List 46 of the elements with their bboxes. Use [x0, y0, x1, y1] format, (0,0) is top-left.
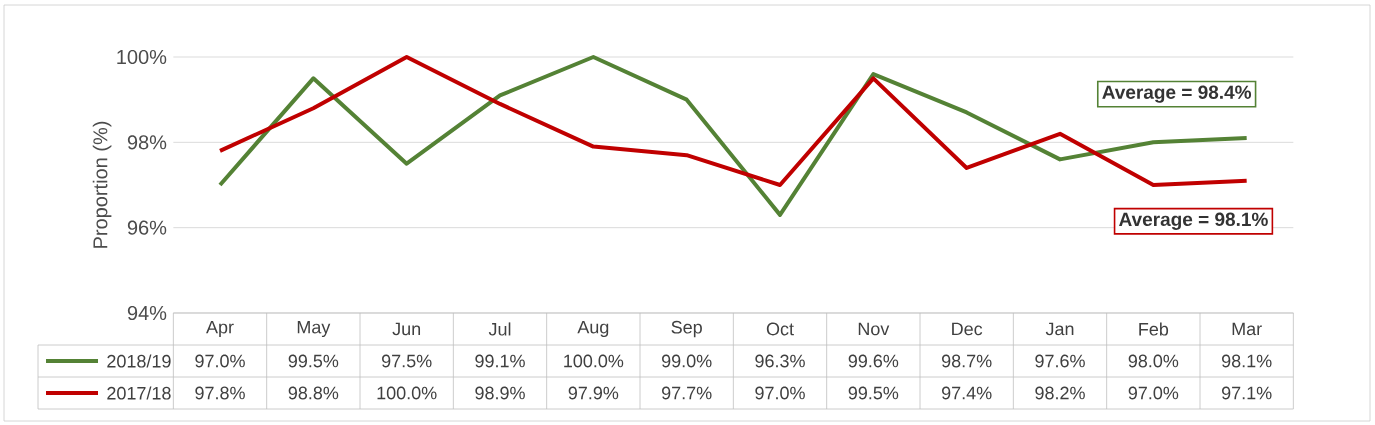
data-label: 98.0%: [1128, 354, 1179, 368]
data-label: 97.4%: [942, 386, 992, 400]
data-label: 97.9%: [568, 386, 619, 400]
data-label: 97.0%: [195, 354, 245, 368]
data-label: 98.9%: [475, 386, 525, 400]
data-label: 97.6%: [1035, 354, 1085, 368]
y-tick-label: 100%: [117, 49, 167, 65]
data-label: 97.1%: [1222, 386, 1272, 400]
x-tick-label: May: [297, 320, 331, 338]
annotation: Average = 98.4%: [1102, 85, 1252, 103]
x-tick-label: Jul: [488, 322, 511, 336]
x-tick-label: Aug: [577, 320, 609, 338]
legend-label: 2018/19: [107, 354, 171, 368]
y-tick-label: 98%: [127, 135, 167, 150]
data-label: 99.1%: [475, 354, 525, 368]
data-label: 96.3%: [755, 354, 805, 368]
data-label: 98.2%: [1035, 386, 1085, 400]
x-tick-label: Sep: [671, 320, 702, 338]
data-label: 97.5%: [382, 354, 432, 368]
y-axis-title: Proportion (%): [92, 121, 112, 248]
x-tick-label: Mar: [1232, 322, 1262, 336]
data-label: 99.5%: [848, 386, 899, 400]
data-label: 99.0%: [662, 354, 712, 368]
y-tick-label: 94%: [127, 305, 167, 321]
line-series: [218, 55, 1249, 187]
x-tick-label: Jan: [1045, 322, 1074, 336]
data-label: 100.0%: [377, 386, 437, 400]
data-label: 99.6%: [848, 354, 899, 368]
annotation: Average = 98.1%: [1119, 212, 1268, 230]
x-tick-label: Oct: [766, 322, 794, 336]
data-label: 98.8%: [288, 386, 339, 400]
x-tick-label: Nov: [858, 322, 890, 336]
data-label: 99.5%: [288, 354, 339, 368]
data-label: 100.0%: [564, 354, 624, 368]
data-label: 98.1%: [1222, 354, 1272, 368]
data-label: 97.0%: [1128, 386, 1179, 400]
data-label: 98.7%: [942, 354, 992, 368]
data-label: 97.0%: [755, 386, 805, 400]
x-tick-label: Jun: [392, 322, 421, 336]
x-tick-label: Apr: [206, 320, 234, 338]
legend-label: 2017/18: [107, 386, 171, 400]
x-tick-label: Dec: [952, 322, 983, 336]
data-label: 97.8%: [195, 386, 245, 400]
data-label: 97.7%: [662, 386, 712, 400]
y-tick-label: 96%: [127, 220, 167, 235]
x-tick-label: Feb: [1139, 322, 1169, 336]
